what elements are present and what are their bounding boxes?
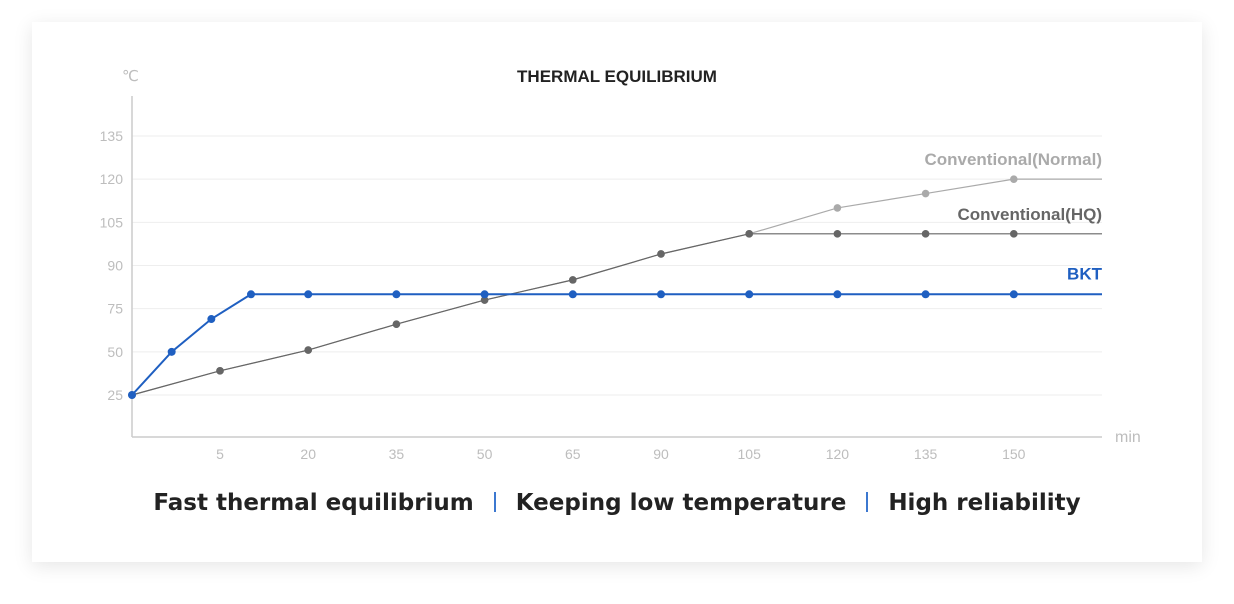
data-point [833, 230, 842, 238]
data-point [216, 367, 224, 375]
feature-low-temperature: Keeping low temperature [515, 490, 847, 516]
data-point [921, 290, 930, 299]
data-point [128, 391, 136, 399]
y-tick-label: 135 [100, 128, 124, 144]
data-point [1010, 230, 1018, 238]
data-point [304, 346, 313, 354]
chart-card [32, 22, 1202, 562]
series-label: BKT [1067, 264, 1103, 283]
y-tick-label: 25 [107, 387, 123, 403]
data-point [657, 250, 665, 258]
series [128, 175, 1102, 399]
series-line [131, 293, 1102, 396]
series-bkt [128, 290, 1102, 399]
x-tick-labels: 5 20 35 50 65 90 105 120 135 150 [216, 446, 1026, 462]
y-tick-labels: 25 50 75 90 105 120 135 [100, 128, 124, 403]
x-tick-label: 90 [653, 446, 669, 462]
axes [131, 96, 1102, 438]
data-point [657, 290, 665, 299]
data-point [921, 189, 930, 198]
y-tick-label: 50 [107, 344, 123, 360]
x-tick-label: 120 [826, 446, 850, 462]
separator [866, 492, 869, 512]
data-point [745, 290, 754, 299]
data-point [480, 290, 489, 299]
data-point [304, 290, 313, 299]
series-label: Conventional(Normal) [924, 150, 1102, 169]
data-point [480, 296, 489, 304]
x-tick-label: 105 [738, 446, 762, 462]
data-point [745, 230, 753, 238]
series-conventional-normal- [128, 175, 1102, 399]
x-tick-label: 35 [389, 446, 405, 462]
data-point [568, 290, 577, 299]
x-tick-label: 135 [914, 446, 938, 462]
data-point [833, 290, 842, 299]
x-tick-label: 5 [216, 446, 224, 462]
y-axis-unit: ℃ [122, 68, 139, 85]
data-point [1009, 290, 1018, 299]
data-point [569, 276, 577, 284]
y-tick-label: 105 [100, 214, 124, 230]
y-tick-label: 120 [100, 171, 124, 187]
data-point [833, 204, 842, 212]
x-tick-label: 50 [477, 446, 493, 462]
x-tick-label: 150 [1002, 446, 1026, 462]
data-point [921, 230, 930, 238]
grid-lines [132, 135, 1102, 396]
data-point [167, 347, 176, 356]
data-point [392, 290, 401, 299]
feature-fast-equilibrium: Fast thermal equilibrium [153, 490, 474, 516]
chart-title: THERMAL EQUILIBRIUM [517, 67, 717, 86]
x-axis-unit: min [1115, 429, 1141, 446]
series-line [131, 178, 1102, 396]
y-tick-label: 75 [107, 301, 123, 317]
series-labels: Conventional(Normal) Conventional(HQ) BKT [924, 150, 1102, 283]
separator [493, 492, 496, 512]
series-conventional-hq- [128, 230, 1102, 399]
data-point [207, 315, 216, 324]
data-point [1010, 175, 1018, 183]
series-label: Conventional(HQ) [958, 205, 1103, 224]
series-line [131, 233, 1102, 396]
x-tick-label: 65 [565, 446, 581, 462]
feature-footer: Fast thermal equilibrium Keeping low temp… [0, 490, 1234, 516]
data-point [392, 320, 401, 329]
feature-high-reliability: High reliability [888, 490, 1081, 516]
y-tick-label: 90 [107, 257, 123, 273]
data-point [247, 290, 255, 299]
x-tick-label: 20 [300, 446, 316, 462]
